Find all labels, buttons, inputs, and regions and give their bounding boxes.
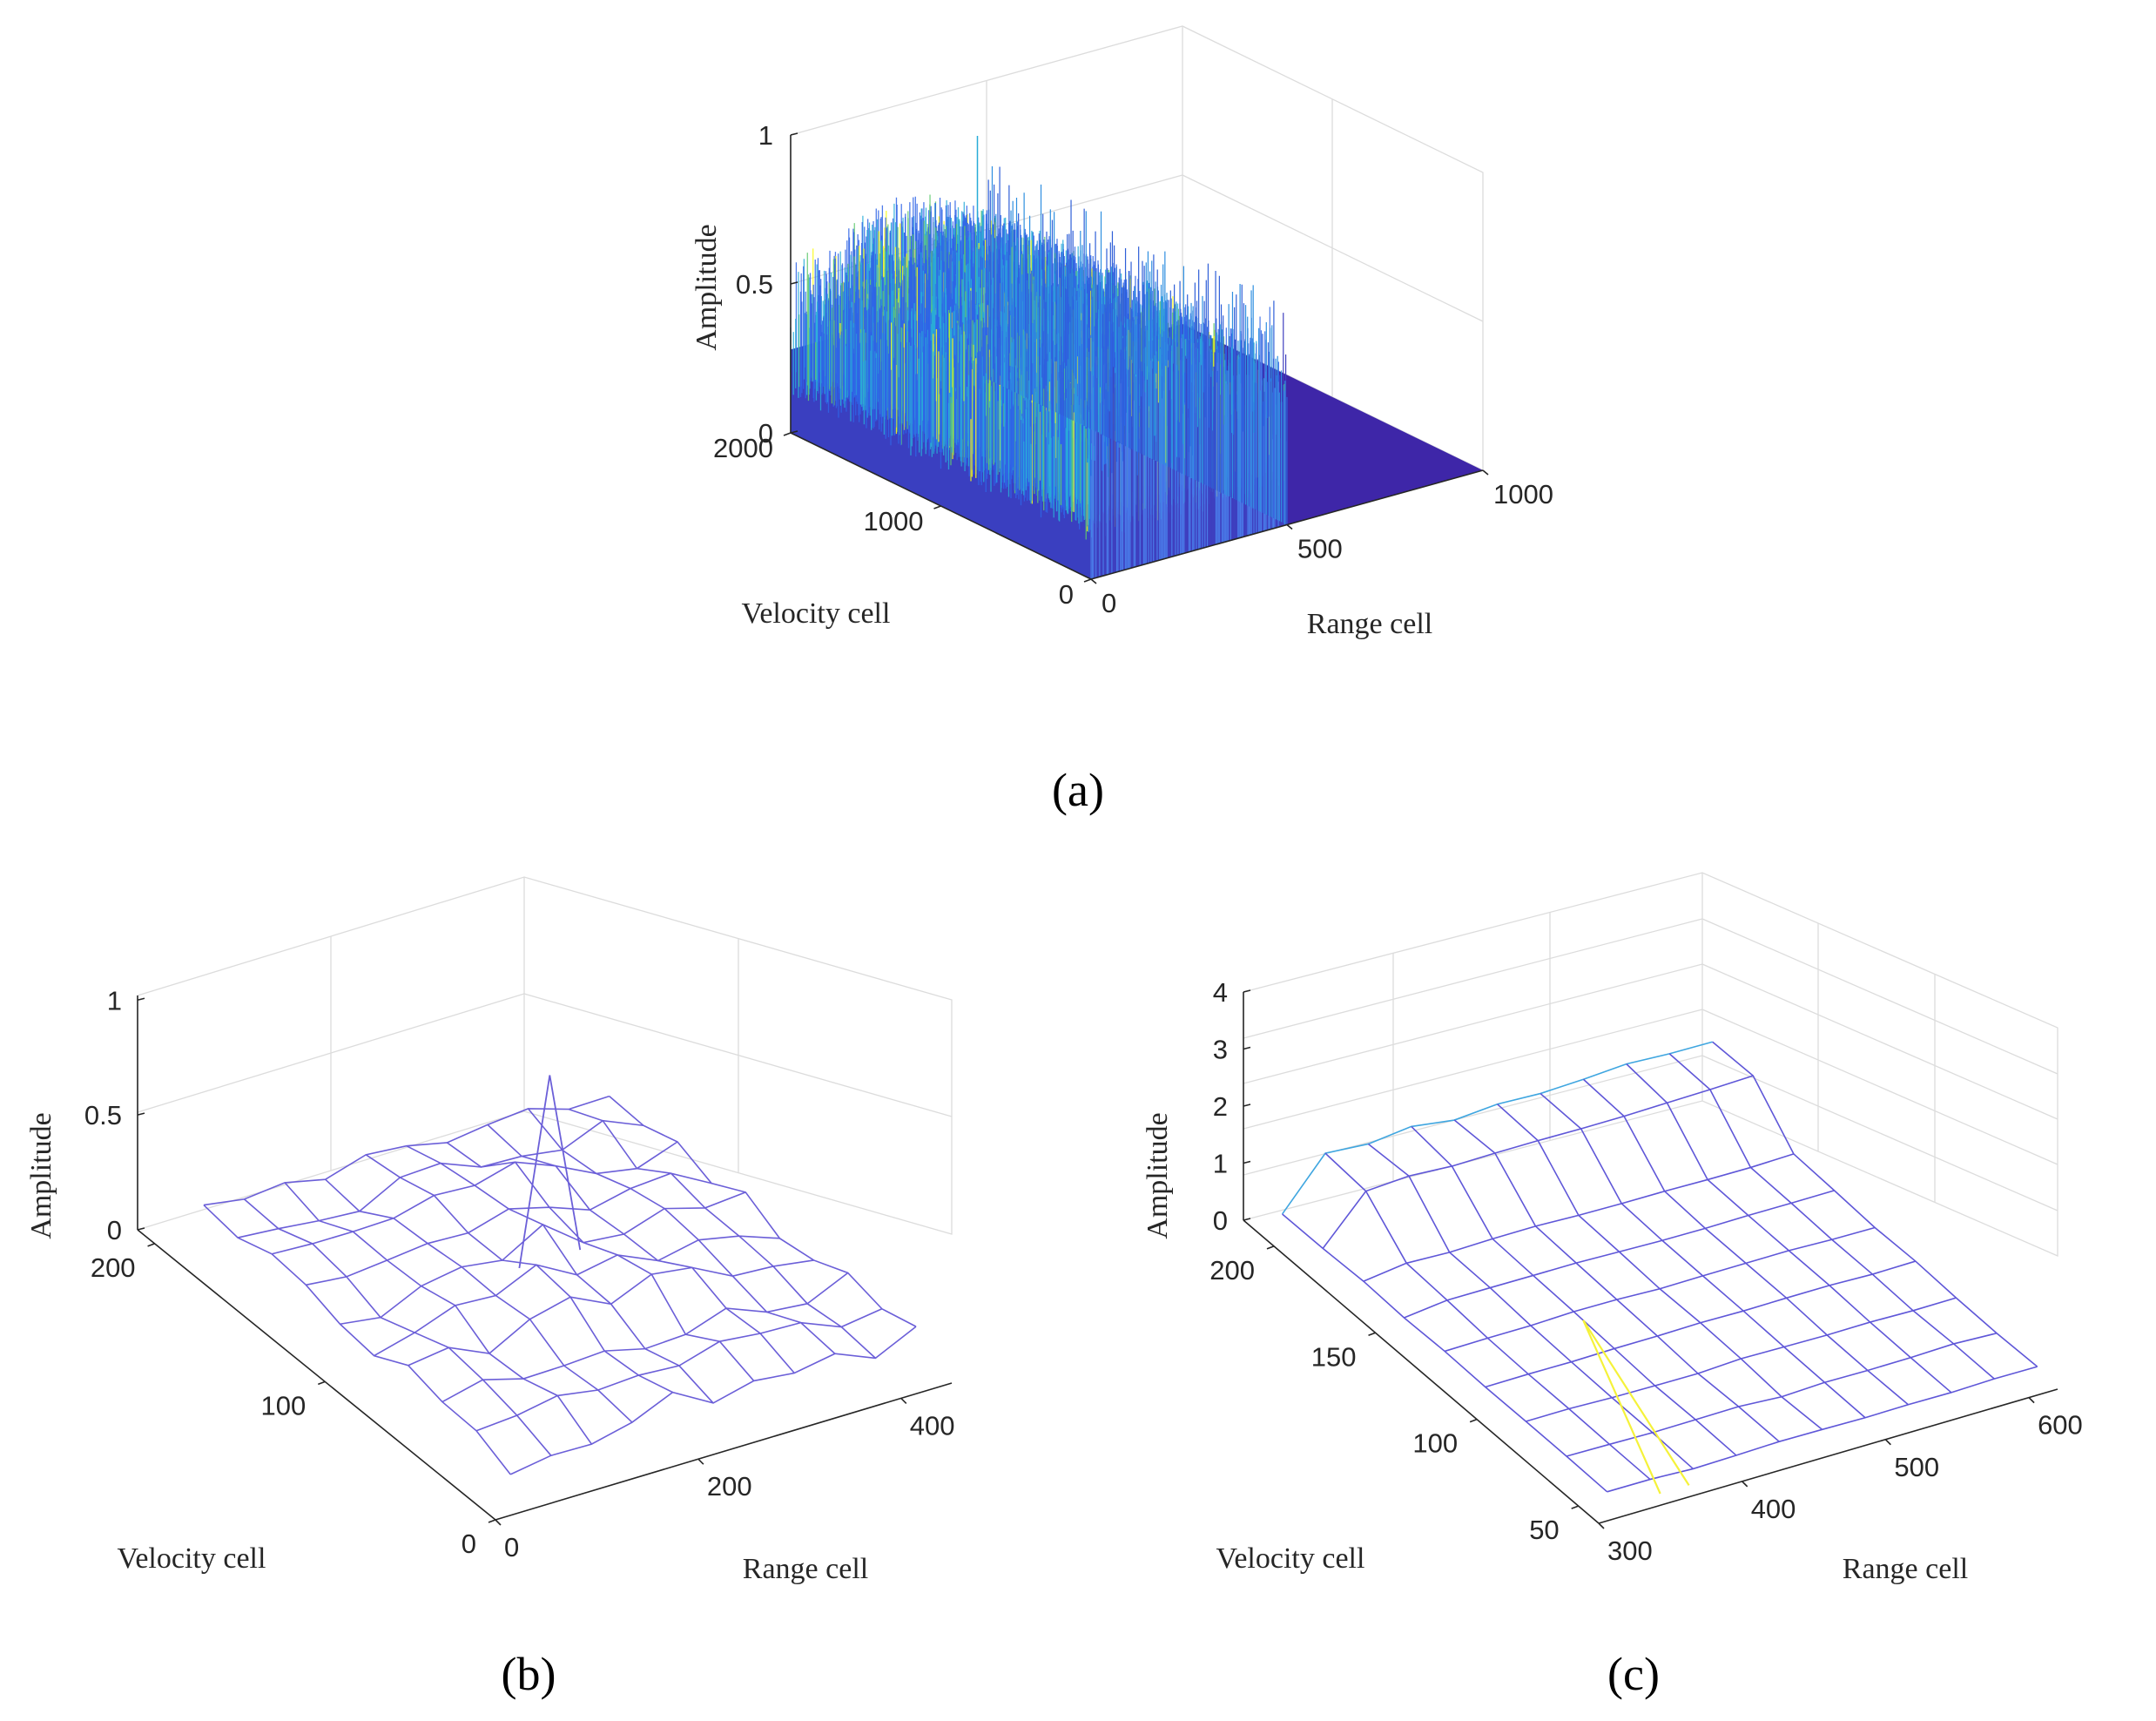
chart-b-mesh-row bbox=[509, 1326, 917, 1475]
chart-c-panel-label: (c) bbox=[1607, 1648, 1660, 1700]
chart-b-mesh-row bbox=[203, 1095, 610, 1206]
chart-c-z-tick-label: 4 bbox=[1213, 977, 1228, 1008]
chart-b-ylabel: Velocity cell bbox=[118, 1542, 266, 1575]
chart-c-mesh-row bbox=[1281, 1041, 1713, 1215]
chart-c-mesh-col bbox=[1497, 1103, 1823, 1430]
chart-b-xlabel: Range cell bbox=[743, 1553, 868, 1585]
chart-b-y-axis bbox=[137, 1229, 496, 1521]
chart-b-z-tick-label: 0 bbox=[107, 1215, 122, 1245]
chart-c-y-tick-label: 100 bbox=[1412, 1428, 1458, 1459]
chart-a-z-tick-label: 1 bbox=[758, 120, 773, 151]
chart-c-ticks: 0 1 2 3 4 50 100 150 200 300 400 500 600 bbox=[1209, 977, 2083, 1566]
chart-c-y-tick-label: 50 bbox=[1529, 1515, 1559, 1545]
chart-b-mesh-col bbox=[365, 1154, 673, 1394]
chart-c-x-tick-label: 300 bbox=[1607, 1535, 1653, 1566]
chart-b-x-tick-label: 400 bbox=[910, 1410, 955, 1441]
chart-a-x-tick-label: 500 bbox=[1297, 534, 1343, 564]
chart-b-mesh-col bbox=[325, 1178, 633, 1423]
chart-b-x-axis bbox=[495, 1382, 953, 1521]
chart-a-y-tick-label: 0 bbox=[1059, 579, 1074, 610]
chart-c-mesh-col bbox=[1626, 1063, 1952, 1394]
chart-a-ylabel: Velocity cell bbox=[742, 597, 891, 630]
chart-a-panel-label: (a) bbox=[1052, 764, 1104, 816]
chart-c-xlabel: Range cell bbox=[1843, 1553, 1968, 1585]
chart-a-surface bbox=[790, 136, 1483, 579]
chart-b-mesh-row bbox=[475, 1308, 883, 1432]
chart-c-z-tick-label: 1 bbox=[1213, 1149, 1228, 1179]
chart-a-zlabel: Amplitude bbox=[691, 224, 723, 350]
chart-c-mesh-row bbox=[1485, 1260, 1917, 1388]
chart-c-back-walls bbox=[1243, 872, 2058, 1257]
chart-b-z-tick-label: 1 bbox=[107, 985, 122, 1016]
chart-b-mesh-row bbox=[340, 1191, 746, 1326]
chart-c-zlabel: Amplitude bbox=[1142, 1112, 1174, 1238]
chart-c-surface bbox=[1281, 1041, 2038, 1495]
chart-b-zlabel: Amplitude bbox=[25, 1112, 57, 1238]
chart-b-mesh-col bbox=[203, 1204, 511, 1475]
chart-c-mesh-col bbox=[1540, 1092, 1866, 1419]
chart-a-y-tick-label: 1000 bbox=[864, 506, 924, 537]
chart-a-xlabel: Range cell bbox=[1307, 608, 1432, 640]
chart-c-mesh-col bbox=[1712, 1041, 2038, 1367]
chart-b-mesh-row bbox=[237, 1119, 643, 1238]
chart-c-x-tick-label: 600 bbox=[2038, 1410, 2083, 1441]
chart-b-mesh-col bbox=[568, 1108, 876, 1359]
chart-c-x-axis bbox=[1598, 1388, 2058, 1524]
chart-c-peak bbox=[1582, 1319, 1690, 1495]
chart-a-y-tick-label: 2000 bbox=[713, 433, 773, 463]
chart-c: 0 1 2 3 4 50 100 150 200 300 400 500 600 Amplitude V… bbox=[1142, 872, 2083, 1700]
chart-c-mesh-col bbox=[1324, 1152, 1651, 1481]
chart-c-z-tick-label: 0 bbox=[1213, 1205, 1228, 1236]
chart-b-surface bbox=[203, 1075, 917, 1475]
chart-a-z-tick-label: 0.5 bbox=[736, 269, 773, 300]
chart-a-x-tick-label: 0 bbox=[1102, 588, 1116, 618]
chart-c-y-axis bbox=[1243, 1219, 1600, 1524]
chart-b-ticks: 0 0.5 1 0 100 200 0 200 400 bbox=[84, 985, 955, 1562]
chart-b-x-tick-label: 0 bbox=[504, 1532, 519, 1562]
chart-c-y-tick-label: 200 bbox=[1209, 1255, 1255, 1286]
chart-b-mesh-col bbox=[527, 1108, 836, 1354]
chart-c-mesh-col bbox=[1282, 1213, 1608, 1493]
chart-a-x-tick-label: 1000 bbox=[1493, 479, 1553, 510]
chart-b-mesh-col bbox=[406, 1144, 714, 1404]
chart-b-mesh-col bbox=[609, 1096, 917, 1327]
chart-b-mesh-col bbox=[446, 1142, 755, 1381]
chart-c-x-tick-label: 500 bbox=[1894, 1452, 1939, 1482]
chart-c-mesh-col bbox=[1367, 1143, 1694, 1470]
chart-c-mesh-col bbox=[1582, 1078, 1909, 1406]
chart-c-x-tick-label: 400 bbox=[1751, 1494, 1796, 1524]
chart-b: 0 0.5 1 0 100 200 0 200 400 Amplitude Velocity c… bbox=[25, 876, 955, 1700]
chart-c-z-tick-label: 2 bbox=[1213, 1091, 1228, 1122]
chart-b-mesh-col bbox=[243, 1198, 552, 1456]
chart-b-mesh-row bbox=[408, 1259, 814, 1367]
chart-b-y-tick-label: 0 bbox=[462, 1529, 476, 1559]
chart-b-x-tick-label: 200 bbox=[707, 1471, 752, 1502]
chart-b-back-walls bbox=[137, 876, 953, 1235]
chart-b-mesh-row bbox=[374, 1235, 780, 1357]
chart-b-y-tick-label: 100 bbox=[261, 1390, 307, 1421]
chart-b-mesh-col bbox=[284, 1182, 593, 1445]
chart-b-mesh-row bbox=[441, 1272, 849, 1403]
chart-b-panel-label: (b) bbox=[502, 1648, 556, 1700]
chart-c-mesh-col bbox=[1411, 1125, 1737, 1456]
chart-c-mesh-row bbox=[1322, 1075, 1754, 1249]
chart-c-z-tick-label: 3 bbox=[1213, 1035, 1228, 1065]
chart-b-z-tick-label: 0.5 bbox=[84, 1100, 122, 1130]
chart-b-mesh-col bbox=[487, 1124, 795, 1374]
chart-b-peak bbox=[518, 1075, 582, 1269]
chart-c-y-tick-label: 150 bbox=[1311, 1341, 1357, 1372]
chart-a-z-tick-label: 0 bbox=[758, 418, 773, 449]
chart-b-mesh-row bbox=[272, 1141, 678, 1255]
chart-b-mesh-row bbox=[306, 1172, 712, 1286]
chart-b-y-tick-label: 200 bbox=[91, 1252, 136, 1283]
chart-c-mesh-col bbox=[1668, 1053, 1995, 1380]
chart-c-ylabel: Velocity cell bbox=[1216, 1542, 1365, 1575]
chart-c-mesh-col bbox=[1453, 1119, 1780, 1442]
